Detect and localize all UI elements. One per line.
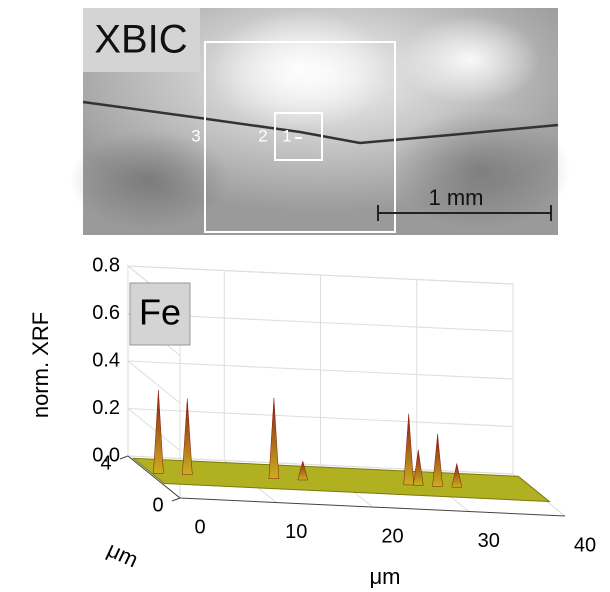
grid-line — [512, 284, 566, 517]
label-box — [83, 8, 200, 72]
y-tick-label: 0.8 — [92, 254, 120, 276]
grid-line — [223, 270, 277, 503]
y-tick-label: 0.0 — [92, 444, 120, 466]
badge-box — [129, 282, 191, 346]
badge: Fe — [139, 292, 181, 333]
y-tick-label: 0.6 — [92, 302, 120, 324]
chart: norm. XRF μm μm 0.00.20.40.60.80 10 20 30 40… — [28, 254, 596, 589]
x-tick-label: 0 — [194, 516, 205, 538]
x-axis-label: μm — [369, 564, 400, 589]
x-tick-label: 20 — [381, 525, 403, 547]
dark-region — [70, 130, 230, 230]
dark-region — [390, 110, 570, 230]
peak — [297, 460, 309, 481]
peak — [153, 390, 164, 474]
scale-label: 1 mm — [429, 185, 484, 210]
x-tick-label: 40 — [574, 534, 596, 556]
xbic-image: XBIC 3 2 1 1 mm — [70, 8, 570, 235]
z-tick-label: 4 — [100, 452, 111, 474]
z-axis-label: μm — [103, 537, 142, 573]
bright-region — [210, 10, 390, 130]
marker: 1 — [282, 126, 291, 145]
y-tick-label: 0.2 — [92, 397, 120, 419]
scan-box — [204, 41, 396, 233]
z-tick — [171, 497, 181, 502]
peak — [403, 413, 414, 486]
surface — [131, 457, 551, 503]
peak — [182, 398, 193, 475]
x-tick-label: 30 — [478, 530, 500, 552]
z-tick — [119, 455, 129, 460]
peak — [268, 397, 280, 479]
y-axis-label: norm. XRF — [28, 312, 53, 418]
grain-boundary — [82, 100, 559, 145]
image-label: XBIC — [94, 18, 187, 62]
axis-line — [127, 455, 566, 517]
zoom-box — [274, 112, 323, 161]
x-tick-label: 10 — [285, 521, 307, 543]
marker: 2 — [258, 126, 267, 145]
bright-region — [400, 15, 540, 105]
peak — [451, 463, 463, 488]
peak — [432, 434, 443, 487]
marker: 3 — [191, 126, 200, 145]
grid-line — [320, 275, 373, 508]
y-tick-label: 0.4 — [92, 349, 120, 371]
z-tick-label: 0 — [152, 494, 163, 516]
peak — [413, 449, 424, 486]
